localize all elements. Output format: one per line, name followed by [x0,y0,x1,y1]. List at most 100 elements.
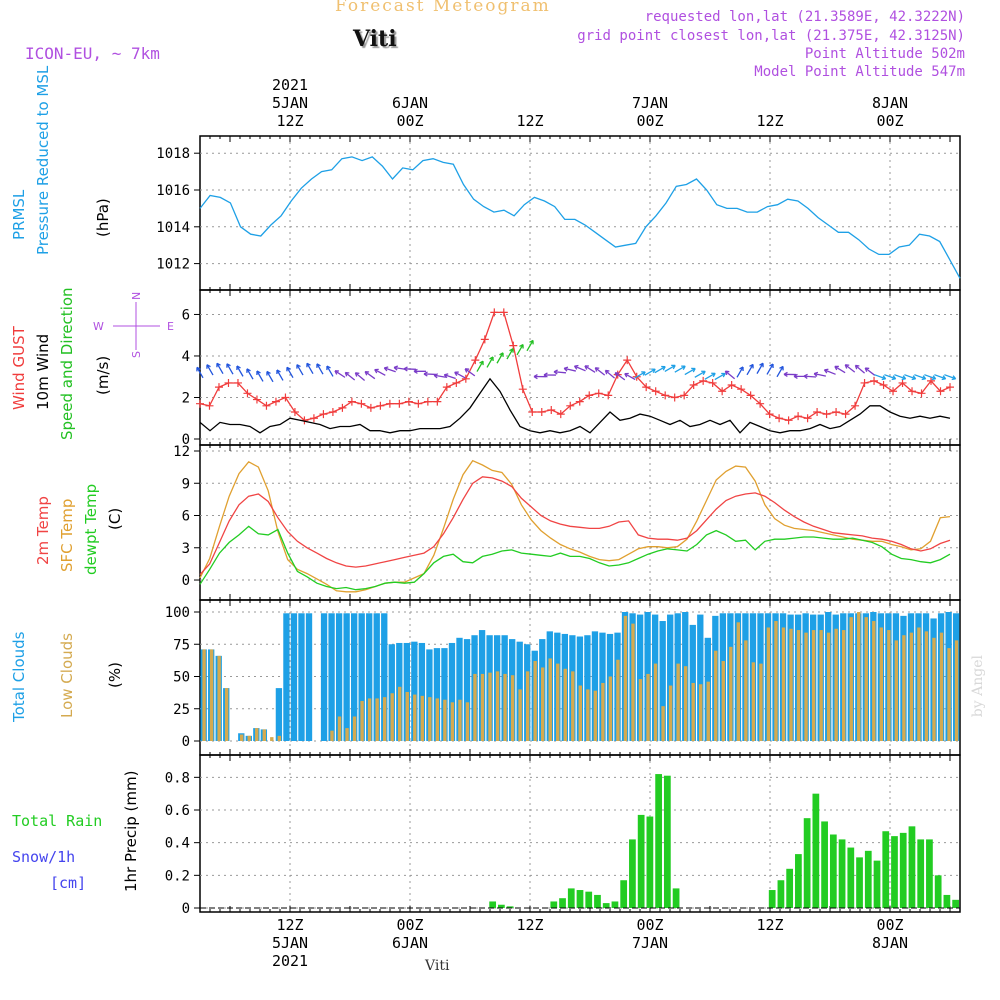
gust-marker [290,408,299,417]
gust-marker [357,399,366,408]
requested-coords: requested lon,lat (21.3589E, 42.3222N) [644,9,965,25]
wind-arrowhead [393,365,399,371]
y-tick-label: 0 [182,901,190,917]
rain-bar [594,894,601,908]
low-clouds-bar [653,663,658,741]
rain-bar [838,839,846,908]
wind-speed-line [199,377,951,434]
wind-arrowhead [769,363,774,369]
total-clouds-bar [433,648,441,741]
low-clouds-bar [887,630,891,741]
y-tick-label: 12 [173,444,190,460]
gust-marker [214,383,223,392]
total-clouds-bar [298,613,305,741]
time-label-top: 12Z [276,112,303,130]
gust-marker [841,410,850,419]
total-clouds-bar [373,613,380,741]
wind-direction-arrow [574,365,586,372]
wind-direction-arrow [844,364,856,373]
wind-direction-arrow [736,366,744,378]
y-tick-label: 1018 [156,146,190,162]
low-clouds-bar [382,697,387,741]
wind-arrowhead [519,343,524,349]
wind-arrowhead [941,375,947,381]
time-label-top: 2021 [272,76,308,94]
time-label-top: 7JAN [632,94,668,112]
wind-arrowhead [803,373,808,379]
wind-arrowhead [499,352,504,357]
wind-direction-arrow [306,362,314,374]
gust-marker [718,387,727,396]
wind-arrowhead [724,370,730,376]
wind-arrowhead [604,369,610,375]
wind-arrowhead [891,375,897,381]
wind-direction-arrow [746,364,754,376]
wind-direction-arrow [464,368,476,377]
wind-direction-arrow [864,367,876,376]
wind-arrowhead [423,371,428,377]
gust-marker [471,356,480,365]
wind-arrowhead [354,372,360,377]
wind-direction-arrow [854,364,866,374]
wind-arrowhead [823,368,829,374]
wind-arrowhead [226,363,231,368]
rain-bar [498,904,505,908]
rain-bar [952,899,959,908]
total-clouds-bar [366,613,373,741]
total-clouds-bar [584,635,591,741]
gust-marker [262,401,271,410]
gust-marker [708,378,717,387]
wind-direction-arrow [724,370,736,380]
gust-marker [319,410,328,419]
low-clouds-bar [699,684,703,741]
sfc-temp-line [199,459,951,593]
station-name: Viti [353,26,397,52]
wind-direction-arrow [316,363,324,375]
low-clouds-bar [413,694,417,741]
time-label-bottom: 2021 [272,952,308,970]
rain-bar [926,839,933,908]
low-clouds-bar [247,735,251,741]
low-clouds-bar [954,640,959,741]
total-clouds-bar [456,637,463,741]
wind-arrowhead [641,371,646,376]
low-clouds-bar [375,698,379,741]
low-clouds-bar [864,617,868,741]
wind-direction-arrow [444,374,456,380]
wind-direction-arrow [664,364,676,373]
wind-direction-arrow [694,370,706,378]
wind-arrowhead [464,368,470,373]
wind-arrowhead [779,365,784,371]
wind-direction-arrow [594,367,606,376]
gust-marker [604,391,613,400]
rain-bar [856,857,863,908]
low-clouds-bar [789,628,793,741]
wind-arrowhead [403,366,408,372]
gust-marker [661,391,670,400]
gust-marker [575,397,584,406]
wind-direction-arrow [766,363,774,375]
wind-arrowhead [316,363,321,368]
low-clouds-bar [616,659,620,741]
total-clouds-bar [328,613,335,741]
total-clouds-bar [667,614,674,741]
low-clouds-bar [902,635,906,741]
gust-marker [908,387,917,396]
rain-bar [786,868,794,908]
total-clouds-bar [381,613,388,741]
time-label-top: 00Z [636,112,663,130]
y-tick-label: 0 [182,734,190,750]
rain-bar [795,854,802,908]
rain-bar [812,793,820,908]
low-clouds-bar [826,632,831,741]
low-clouds-bar [240,734,244,741]
gust-marker [461,374,470,383]
gust-marker [224,378,233,387]
wind-arrowhead [681,365,686,370]
gust-marker [946,383,954,392]
time-label-bottom: 00Z [396,916,423,934]
low-clouds-bar [465,702,470,741]
low-clouds-bar [744,640,748,741]
wind-arrowhead [793,373,798,379]
y-tick-label: 4 [182,349,190,365]
